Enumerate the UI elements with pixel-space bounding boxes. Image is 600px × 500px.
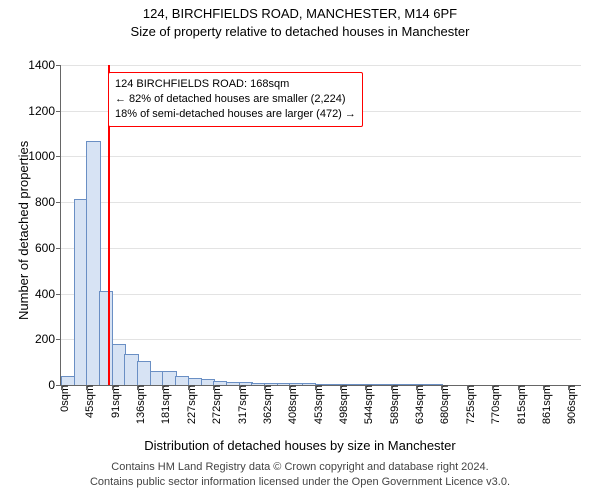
x-tick-label: 0sqm <box>55 385 71 412</box>
annotation-box: 124 BIRCHFIELDS ROAD: 168sqm← 82% of det… <box>108 72 363 127</box>
x-tick-label: 181sqm <box>156 385 172 424</box>
gridline <box>61 65 581 66</box>
x-tick-label: 272sqm <box>207 385 223 424</box>
x-tick-label: 770sqm <box>486 385 502 424</box>
x-tick-label: 408sqm <box>283 385 299 424</box>
y-tick-label: 1000 <box>28 149 61 163</box>
y-tick-label: 600 <box>35 241 61 255</box>
x-tick-label: 362sqm <box>258 385 274 424</box>
x-tick-label: 589sqm <box>385 385 401 424</box>
gridline <box>61 202 581 203</box>
x-tick-label: 498sqm <box>334 385 350 424</box>
chart-subtitle: Size of property relative to detached ho… <box>0 24 600 39</box>
gridline <box>61 339 581 340</box>
x-tick-label: 453sqm <box>309 385 325 424</box>
y-tick-label: 1400 <box>28 58 61 72</box>
x-tick-label: 317sqm <box>233 385 249 424</box>
x-tick-label: 544sqm <box>359 385 375 424</box>
footer-line: Contains HM Land Registry data © Crown c… <box>0 460 600 475</box>
x-tick-label: 861sqm <box>537 385 553 424</box>
gridline <box>61 294 581 295</box>
x-tick-label: 634sqm <box>410 385 426 424</box>
x-tick-label: 227sqm <box>182 385 198 424</box>
x-tick-label: 136sqm <box>131 385 147 424</box>
x-tick-label: 906sqm <box>562 385 578 424</box>
y-tick-label: 800 <box>35 195 61 209</box>
gridline <box>61 248 581 249</box>
x-axis-label: Distribution of detached houses by size … <box>0 438 600 453</box>
gridline <box>61 156 581 157</box>
x-tick-label: 815sqm <box>512 385 528 424</box>
x-tick-label: 725sqm <box>461 385 477 424</box>
x-tick-label: 91sqm <box>106 385 122 418</box>
x-tick-label: 680sqm <box>435 385 451 424</box>
x-tick-label: 45sqm <box>80 385 96 418</box>
annotation-line: 18% of semi-detached houses are larger (… <box>115 107 356 122</box>
footer-line: Contains public sector information licen… <box>0 475 600 490</box>
y-axis-label: Number of detached properties <box>16 141 31 320</box>
chart-container: { "layout": { "width": 600, "height": 50… <box>0 0 600 500</box>
annotation-line: ← 82% of detached houses are smaller (2,… <box>115 92 356 107</box>
y-tick-label: 1200 <box>28 104 61 118</box>
chart-title: 124, BIRCHFIELDS ROAD, MANCHESTER, M14 6… <box>0 6 600 21</box>
y-tick-label: 200 <box>35 332 61 346</box>
annotation-line: 124 BIRCHFIELDS ROAD: 168sqm <box>115 77 356 92</box>
footer-attribution: Contains HM Land Registry data © Crown c… <box>0 460 600 490</box>
y-tick-label: 400 <box>35 287 61 301</box>
